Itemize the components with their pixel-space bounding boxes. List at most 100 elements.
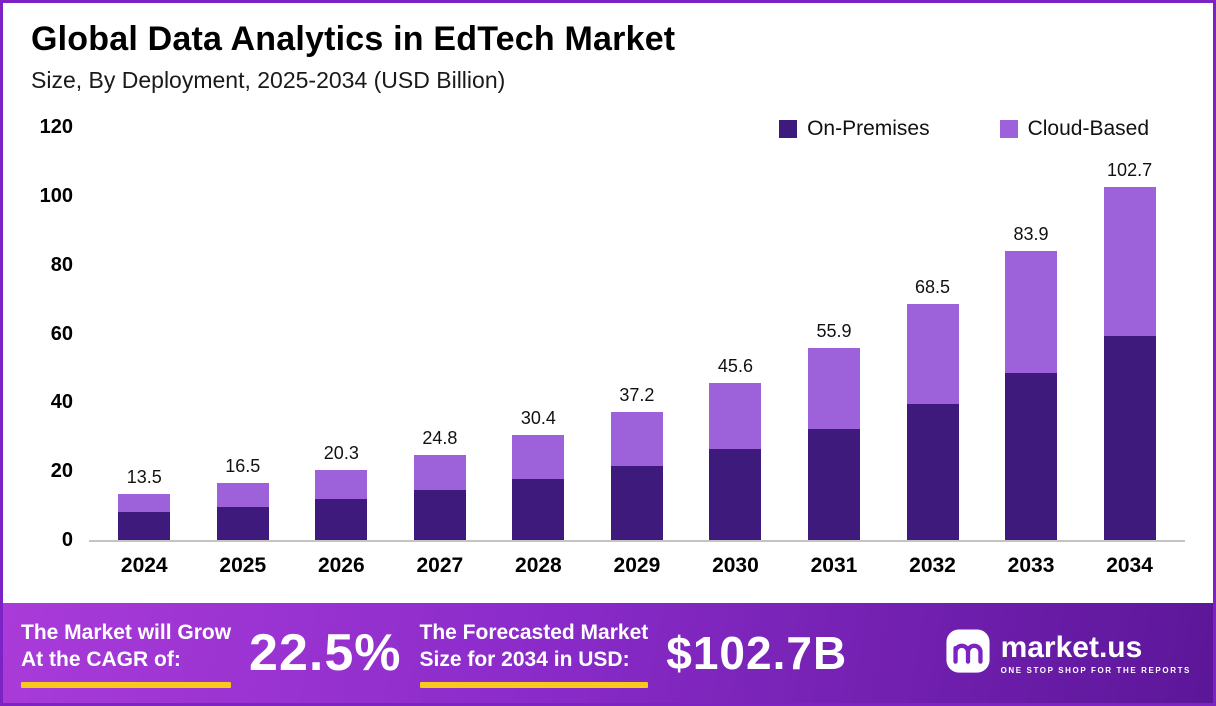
y-tick-label: 80 [50, 253, 73, 276]
brand-text: market.us ONE STOP SHOP FOR THE REPORTS [1000, 630, 1191, 675]
bar-total-label: 20.3 [323, 443, 359, 464]
brand-logo: market.us ONE STOP SHOP FOR THE REPORTS [945, 628, 1191, 679]
cagr-label-line1: The Market will Grow [21, 620, 232, 644]
yellow-accent-bar [419, 681, 649, 688]
bar-segment-cloud-based [512, 435, 565, 480]
bar-stack [216, 483, 269, 540]
bars-row: 13.5 16.5 20.3 24.8 30.4 37.2 45.6 55.9 68.5 83.9… [89, 129, 1185, 540]
chart-section: Global Data Analytics in EdTech Market S… [3, 3, 1213, 603]
bar-group-2024: 13.5 [95, 129, 193, 540]
bar-group-2032: 68.5 [884, 129, 982, 540]
footer-banner: The Market will Grow At the CAGR of: 22.… [3, 603, 1213, 703]
bar-segment-on-premises [906, 403, 959, 540]
y-tick-label: 20 [50, 460, 73, 483]
x-axis-label-2034: 2034 [1106, 554, 1153, 577]
market-us-icon [945, 628, 991, 679]
legend-label: On-Premises [807, 117, 930, 140]
bar-stack [906, 304, 959, 540]
bar-total-label: 37.2 [619, 384, 655, 405]
x-axis-label-2028: 2028 [515, 554, 562, 577]
bar-stack [1005, 251, 1058, 540]
bar-segment-on-premises [709, 449, 762, 540]
y-tick-label: 120 [39, 116, 73, 138]
cagr-value: 22.5% [249, 624, 402, 682]
bar-group-2034: 102.7 [1081, 129, 1179, 540]
y-tick-label: 0 [61, 529, 73, 551]
x-axis-label-2030: 2030 [712, 554, 759, 577]
bar-segment-on-premises [216, 506, 269, 540]
bar-group-2033: 83.9 [982, 129, 1080, 540]
x-axis-label-2025: 2025 [219, 554, 267, 577]
bar-group-2025: 16.5 [194, 129, 292, 540]
bar-total-label: 30.4 [520, 408, 556, 429]
bar-segment-on-premises [512, 479, 565, 540]
chart-legend: On-Premises Cloud-Based [779, 117, 1149, 141]
legend-item-on-premises: On-Premises [779, 117, 930, 141]
chart-subtitle: Size, By Deployment, 2025-2034 (USD Bill… [31, 67, 506, 93]
bar-stack [512, 435, 565, 540]
x-axis-labels: 2024 2025 2026 2027 2028 2029 2030 2031 2032 2033… [89, 554, 1185, 578]
forecast-label-line1: The Forecasted Market [419, 620, 649, 644]
bar-segment-on-premises [118, 512, 171, 540]
chart: On-Premises Cloud-Based 13.5 16.5 20.3 24.8 3… [40, 116, 1185, 578]
bar-segment-cloud-based [413, 454, 466, 491]
legend-label: Cloud-Based [1027, 117, 1149, 140]
brand-name: market.us [1000, 630, 1143, 664]
x-axis-label-2029: 2029 [613, 554, 661, 577]
bar-segment-on-premises [610, 466, 663, 540]
bar-group-2029: 37.2 [588, 129, 686, 540]
cagr-label-block: The Market will Grow At the CAGR of: [21, 619, 232, 688]
bar-stack [807, 347, 860, 540]
y-tick-label: 60 [50, 322, 73, 345]
bar-segment-cloud-based [1103, 186, 1156, 336]
cagr-label-line2: At the CAGR of: [21, 647, 181, 671]
bar-total-label: 55.9 [816, 320, 852, 341]
legend-item-cloud-based: Cloud-Based [999, 117, 1149, 141]
bar-segment-cloud-based [118, 493, 171, 513]
bar-segment-cloud-based [906, 304, 959, 404]
bar-stack [413, 454, 466, 540]
bar-group-2028: 30.4 [490, 129, 588, 540]
plot-area: 13.5 16.5 20.3 24.8 30.4 37.2 45.6 55.9 68.5 83.9… [40, 116, 1185, 551]
bar-segment-on-premises [315, 499, 368, 540]
yellow-accent-bar [21, 681, 232, 688]
bar-stack [610, 411, 663, 540]
bar-total-label: 45.6 [717, 356, 753, 377]
bar-stack [118, 493, 171, 540]
forecast-value: $102.7B [666, 627, 848, 679]
x-axis-label-2024: 2024 [120, 554, 168, 577]
bar-segment-cloud-based [1005, 251, 1058, 374]
bar-segment-on-premises [807, 428, 860, 540]
bar-total-label: 102.7 [1107, 159, 1153, 180]
bar-segment-cloud-based [709, 383, 762, 450]
x-axis-label-2031: 2031 [810, 554, 858, 577]
bar-total-label: 24.8 [422, 427, 458, 448]
x-axis-label-2033: 2033 [1007, 554, 1055, 577]
forecast-label-line2: Size for 2034 in USD: [419, 647, 630, 671]
legend-swatch [779, 120, 798, 138]
x-axis-label-2032: 2032 [909, 554, 956, 577]
chart-title: Global Data Analytics in EdTech Market [31, 20, 676, 58]
forecast-label-block: The Forecasted Market Size for 2034 in U… [419, 619, 649, 688]
bar-group-2026: 20.3 [293, 129, 391, 540]
bar-stack [709, 383, 762, 540]
bar-stack [315, 470, 368, 540]
bar-total-label: 83.9 [1013, 224, 1049, 245]
bar-segment-on-premises [1103, 335, 1156, 540]
bar-segment-on-premises [1005, 373, 1058, 540]
bar-segment-cloud-based [807, 347, 860, 429]
bar-segment-on-premises [413, 490, 466, 540]
bar-total-label: 68.5 [914, 277, 951, 298]
bar-segment-cloud-based [610, 411, 663, 467]
x-axis-label-2026: 2026 [317, 554, 365, 577]
bar-stack [1103, 186, 1156, 540]
bar-total-label: 16.5 [225, 456, 261, 477]
y-tick-label: 100 [39, 184, 73, 207]
legend-swatch [999, 120, 1018, 138]
bar-segment-cloud-based [216, 483, 269, 507]
bar-group-2031: 55.9 [785, 129, 883, 540]
bar-group-2027: 24.8 [391, 129, 489, 540]
bar-total-label: 13.5 [126, 466, 162, 487]
y-tick-label: 40 [50, 391, 73, 414]
